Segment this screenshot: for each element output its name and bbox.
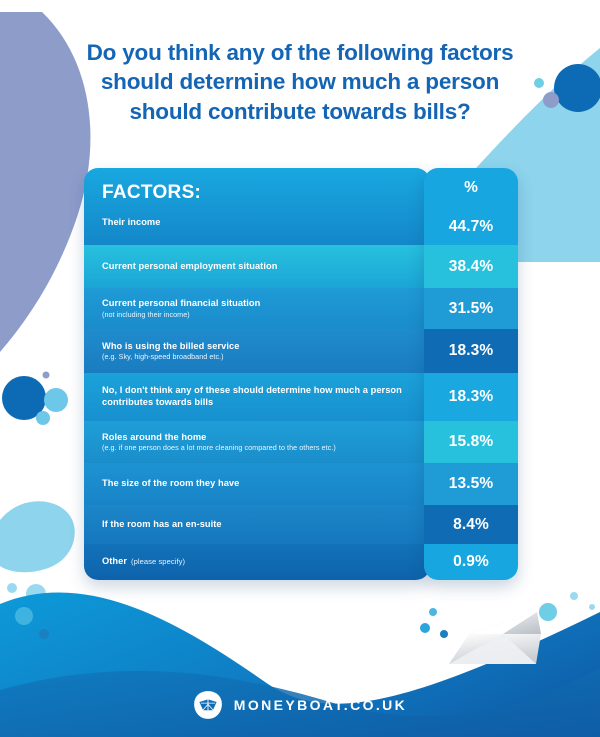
percent-cell: 44.7% <box>424 208 518 245</box>
row-label: Who is using the billed service (e.g. Sk… <box>102 341 239 362</box>
percent-value: 13.5% <box>448 475 494 492</box>
row-label: Their income <box>102 217 161 228</box>
wave-bubble-d <box>440 630 448 638</box>
percent-value: 38.4% <box>448 257 494 275</box>
table-row: The size of the room they have <box>84 463 430 505</box>
top-right-large-dot <box>554 64 600 112</box>
percent-value: 8.4% <box>453 515 489 533</box>
row-label-main: Current personal financial situation <box>102 298 261 309</box>
row-sublabel: (e.g. if one person does a lot more clea… <box>102 443 336 453</box>
paper-boat-icon <box>449 612 541 664</box>
percent-header: % <box>464 179 478 196</box>
percent-value: 18.3% <box>448 388 494 405</box>
row-label: Current personal financial situation (no… <box>102 298 260 319</box>
left-micro-dot <box>42 371 50 379</box>
wave-bubble-a <box>15 607 33 625</box>
title-line-2: should determine how much a person <box>100 69 500 95</box>
wave-bubble-c <box>420 623 430 633</box>
row-label: Roles around the home (e.g. if one perso… <box>102 432 336 453</box>
percent-cell: 13.5% <box>424 463 518 505</box>
row-label: If the room has an en-suite <box>102 518 222 529</box>
table-row: If the room has an en-suite <box>84 505 430 544</box>
row-label-main: Who is using the billed service <box>102 340 240 351</box>
left-light-circle <box>44 388 68 412</box>
left-lavender-blob <box>0 12 91 352</box>
factors-table: FACTORS: Their income Current personal e… <box>84 168 518 580</box>
factors-header: FACTORS: <box>102 182 202 203</box>
table-row: Who is using the billed service (e.g. Sk… <box>84 329 430 373</box>
table-row: Other (please specify) <box>84 544 430 580</box>
right-bubble-c <box>589 604 595 610</box>
row-sublabel: (e.g. Sky, high-speed broadband etc.) <box>102 352 224 362</box>
top-right-small-dot <box>534 78 544 88</box>
title-line-3: should contribute towards bills? <box>129 98 471 124</box>
right-bubble-d <box>429 608 437 616</box>
percent-value: 18.3% <box>448 342 494 359</box>
percent-header-cell: % <box>424 168 518 208</box>
top-right-lavender-dot <box>543 92 559 108</box>
footer-brand: MONEYBOAT.CO.UK <box>0 683 600 727</box>
percent-cell: 18.3% <box>424 373 518 421</box>
row-label: No, I don't think any of these should de… <box>102 385 402 407</box>
table-row: Roles around the home (e.g. if one perso… <box>84 421 430 463</box>
wave-bubble-b <box>39 629 49 639</box>
row-label-main: Roles around the home <box>102 431 207 442</box>
row-label-main: Other <box>102 556 128 567</box>
percent-value: 15.8% <box>448 433 494 450</box>
page-title: Do you think any of the following factor… <box>50 38 550 126</box>
table-row: FACTORS: Their income <box>84 168 430 245</box>
right-bubble-a <box>539 603 557 621</box>
table-row: Current personal employment situation <box>84 245 430 288</box>
left-organic-blob <box>0 501 75 573</box>
percent-value: 31.5% <box>448 299 494 317</box>
left-bubble-b <box>7 583 17 593</box>
right-bubble-b <box>570 592 578 600</box>
row-label: The size of the room they have <box>102 478 240 489</box>
left-dark-circle <box>2 376 46 420</box>
percent-value: 44.7% <box>448 217 494 235</box>
left-tiny-circle <box>36 411 50 425</box>
percent-cell: 31.5% <box>424 288 518 329</box>
percent-value: 0.9% <box>453 553 489 570</box>
brand-name: MONEYBOAT.CO.UK <box>233 697 408 713</box>
percent-cell: 0.9% <box>424 544 518 580</box>
factors-column: FACTORS: Their income Current personal e… <box>84 168 430 580</box>
row-sublabel: (not including their income) <box>102 309 190 319</box>
title-line-1: Do you think any of the following factor… <box>86 40 514 65</box>
percent-cell: 18.3% <box>424 329 518 373</box>
percent-column: % 44.7% 38.4% 31.5% 18.3% 18.3% 15.8% 13… <box>424 168 518 580</box>
row-label: Other (please specify) <box>102 556 185 568</box>
percent-cell: 8.4% <box>424 505 518 544</box>
table-row: No, I don't think any of these should de… <box>84 373 430 421</box>
bottom-wave-secondary <box>0 668 600 737</box>
table-row: Current personal financial situation (no… <box>84 288 430 329</box>
percent-cell: 38.4% <box>424 245 518 288</box>
row-label: Current personal employment situation <box>102 260 278 271</box>
moneyboat-boat-icon <box>193 691 222 719</box>
percent-cell: 15.8% <box>424 421 518 463</box>
row-inline-sublabel: (please specify) <box>131 557 186 567</box>
